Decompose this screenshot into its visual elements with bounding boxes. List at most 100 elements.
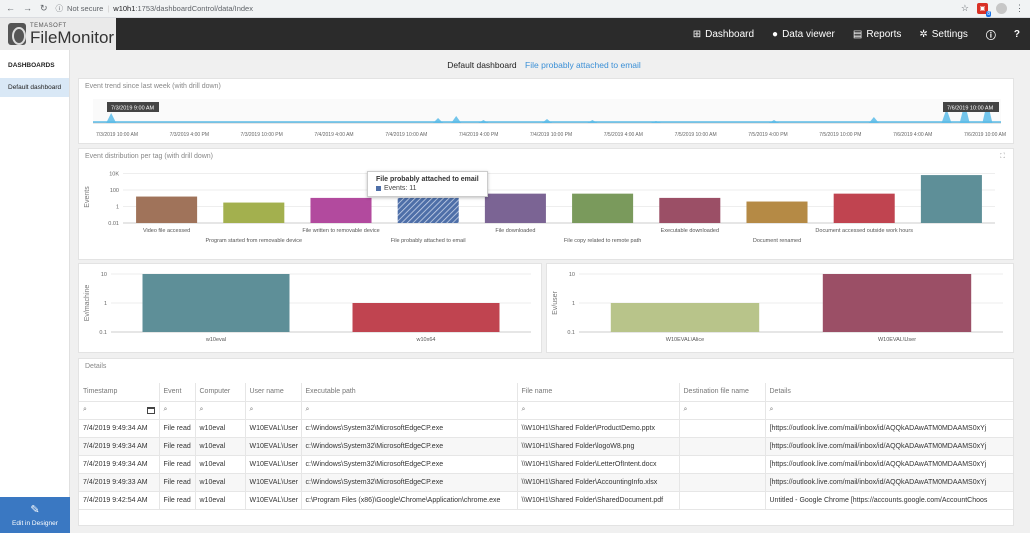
info-circle-icon[interactable]: ⓘ: [985, 30, 996, 42]
reload-icon[interactable]: ↻: [40, 3, 48, 13]
x-tick-label: Document accessed outside work hours: [815, 228, 913, 234]
column-filter[interactable]: ⌕: [159, 401, 196, 420]
table-row[interactable]: 7/4/2019 9:49:34 AM File read w10eval W10EV…: [79, 437, 1013, 456]
machine-chart[interactable]: Ev/machine 10 1 0.1 w10eval w10x64: [79, 264, 543, 354]
divider: |: [107, 4, 110, 13]
column-filter[interactable]: ⌕: [79, 401, 160, 420]
back-icon[interactable]: ←: [6, 3, 15, 13]
column-filter[interactable]: ⌕: [301, 401, 518, 420]
y-tick-label: 0.01: [108, 221, 119, 227]
range-end-handle[interactable]: 7/6/2019 10:00 AM: [943, 102, 999, 112]
x-tick-label: w10eval: [205, 337, 226, 343]
menu-data-viewer[interactable]: ● Data viewer: [772, 29, 835, 40]
trend-tick-label: 7/5/2019 4:00 AM: [604, 132, 643, 138]
table-row[interactable]: 7/4/2019 9:49:33 AM File read w10eval W10EV…: [79, 473, 1013, 492]
table-cell: 7/4/2019 9:49:33 AM: [79, 473, 160, 492]
column-header[interactable]: Timestamp: [79, 383, 160, 402]
bar-w10eval-user[interactable]: [822, 274, 972, 332]
menu-settings[interactable]: ✲ Settings: [919, 29, 968, 40]
trend-chart[interactable]: 7/3/2019 9:00 AM 7/6/2019 10:00 AM 7/3/201…: [79, 79, 1015, 145]
table-cell: w10eval: [195, 473, 246, 492]
range-start-handle[interactable]: 7/3/2019 9:00 AM: [107, 102, 159, 112]
table-cell: [679, 473, 766, 492]
bar-video-file-accessed[interactable]: [136, 196, 198, 223]
table-row[interactable]: 7/4/2019 9:49:34 AM File read w10eval W10EV…: [79, 419, 1013, 438]
table-cell: W10EVAL\User: [245, 455, 302, 474]
bar-w10x64[interactable]: [352, 303, 500, 332]
bar-w10eval[interactable]: [142, 274, 290, 332]
table-cell: W10EVAL\User: [245, 437, 302, 456]
bar-program-started-from-removable-device[interactable]: [223, 202, 285, 223]
info-icon[interactable]: ⓘ: [55, 4, 64, 13]
trend-tick-label: 7/5/2019 10:00 AM: [675, 132, 717, 138]
column-header[interactable]: User name: [245, 383, 302, 402]
x-tick-label: File probably attached to email: [391, 238, 466, 244]
bar-document-renamed[interactable]: [746, 201, 808, 223]
tooltip-title: File probably attached to email: [376, 176, 479, 183]
y-tick-label: 100: [110, 188, 119, 194]
column-header[interactable]: Details: [765, 383, 1013, 402]
column-header[interactable]: Executable path: [301, 383, 518, 402]
table-cell: W10EVAL\User: [245, 491, 302, 510]
column-header[interactable]: Computer: [195, 383, 246, 402]
table-cell: [679, 491, 766, 510]
table-cell: [https://outlook.live.com/mail/inbox/id/…: [765, 455, 1013, 474]
expand-icon[interactable]: ⛶: [1000, 153, 1005, 160]
drilldown-link[interactable]: File probably attached to email: [525, 60, 641, 70]
security-label: Not secure: [67, 4, 104, 13]
bar-unlabeled[interactable]: [920, 175, 982, 223]
table-cell: c:\Windows\System32\MicrosoftEdgeCP.exe: [301, 473, 518, 492]
y-axis-label: Ev/machine: [84, 285, 91, 322]
x-tick-label: File copy related to remote path: [564, 238, 641, 244]
bar-file-probably-attached-to-email[interactable]: [397, 197, 459, 223]
trend-tick-label: 7/6/2019 4:00 AM: [893, 132, 932, 138]
browser-toolbar: ← → ↻ ⓘ Not secure | w10h1 :1753/dashboa…: [0, 0, 1030, 18]
table-cell: [https://outlook.live.com/mail/inbox/id/…: [765, 419, 1013, 438]
menu-reports[interactable]: ▤ Reports: [853, 29, 901, 40]
address-bar[interactable]: ⓘ Not secure | w10h1 :1753/dashboardCont…: [56, 3, 253, 14]
star-icon[interactable]: ☆: [960, 3, 969, 13]
menu-dashboard[interactable]: ⊞ Dashboard: [693, 29, 754, 40]
menu-label: Data viewer: [782, 28, 835, 40]
bar-file-written-to-removable-device[interactable]: [310, 197, 372, 223]
trend-tick-label: 7/4/2019 4:00 AM: [314, 132, 353, 138]
table-row[interactable]: 7/4/2019 9:42:54 AM File read w10eval W10EV…: [79, 491, 1013, 510]
fingerprint-icon: [8, 23, 26, 45]
y-tick-label: 10: [101, 272, 107, 278]
x-tick-label: Video file accessed: [143, 228, 190, 234]
bar-document-accessed-outside-work-hours[interactable]: [833, 193, 895, 223]
chart-tooltip: File probably attached to email Events: …: [367, 171, 488, 197]
reports-icon: ▤: [852, 28, 863, 40]
column-filter[interactable]: ⌕: [517, 401, 680, 420]
calendar-icon[interactable]: [146, 406, 155, 414]
forward-icon[interactable]: →: [23, 3, 32, 13]
bar-file-copy-related-to-remote-path[interactable]: [572, 193, 634, 223]
dashboard-main: Default dashboard File probably attached…: [76, 50, 1030, 533]
browser-menu-icon[interactable]: ⋮: [1015, 3, 1024, 13]
sidebar-item-default-dashboard[interactable]: Default dashboard: [0, 78, 69, 97]
table-row[interactable]: 7/4/2019 9:49:34 AM File read w10eval W10EV…: [79, 455, 1013, 474]
bar-executable-downloaded[interactable]: [659, 197, 721, 223]
search-icon: ⌕: [199, 406, 204, 413]
sidebar-header: DASHBOARDS: [8, 62, 55, 69]
column-filter[interactable]: ⌕: [679, 401, 766, 420]
column-header[interactable]: File name: [517, 383, 680, 402]
table-cell: W10EVAL\User: [245, 473, 302, 492]
details-title: Details: [85, 363, 107, 370]
bar-file-downloaded[interactable]: [484, 193, 546, 223]
profile-avatar[interactable]: [996, 3, 1007, 14]
user-icon: ●: [772, 28, 779, 40]
help-icon[interactable]: ?: [1013, 28, 1020, 40]
table-cell: Untitled - Google Chrome [https://accoun…: [765, 491, 1013, 510]
column-filter[interactable]: ⌕: [195, 401, 246, 420]
edit-in-designer-button[interactable]: ✎ Edit in Designer: [0, 497, 70, 533]
bar-w10eval-alice[interactable]: [610, 303, 760, 332]
column-header[interactable]: Event: [159, 383, 196, 402]
app-logo[interactable]: TEMASOFT FileMonitor: [0, 18, 116, 50]
extension-icon[interactable]: ▣ 8: [977, 3, 991, 17]
distribution-chart[interactable]: Events 10K 100 1 0.01 Video file accessed Prog…: [79, 149, 1015, 261]
column-filter[interactable]: ⌕: [765, 401, 1013, 420]
column-filter[interactable]: ⌕: [245, 401, 302, 420]
column-header[interactable]: Destination file name: [679, 383, 766, 402]
user-chart[interactable]: Ev/user 10 1 0.1 W10EVAL\Alice W10EVAL\User: [547, 264, 1015, 354]
